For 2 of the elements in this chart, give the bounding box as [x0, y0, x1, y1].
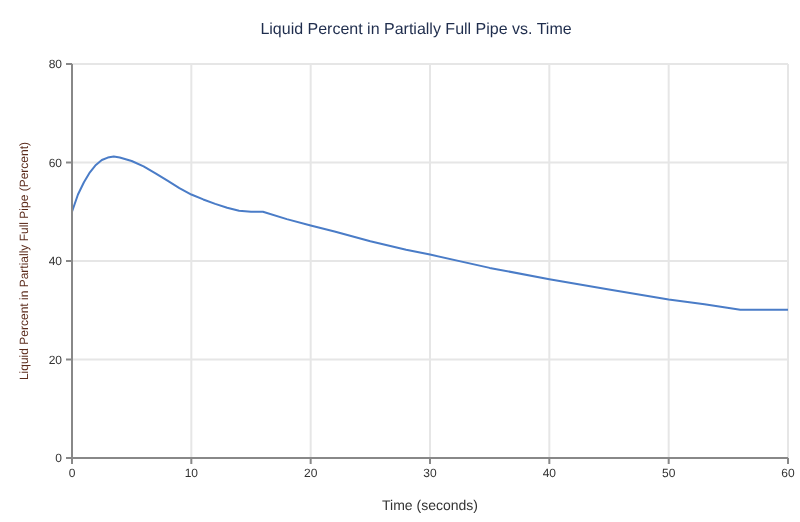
- line-series: [72, 155, 788, 311]
- chart-title: Liquid Percent in Partially Full Pipe vs. Time: [258, 20, 574, 38]
